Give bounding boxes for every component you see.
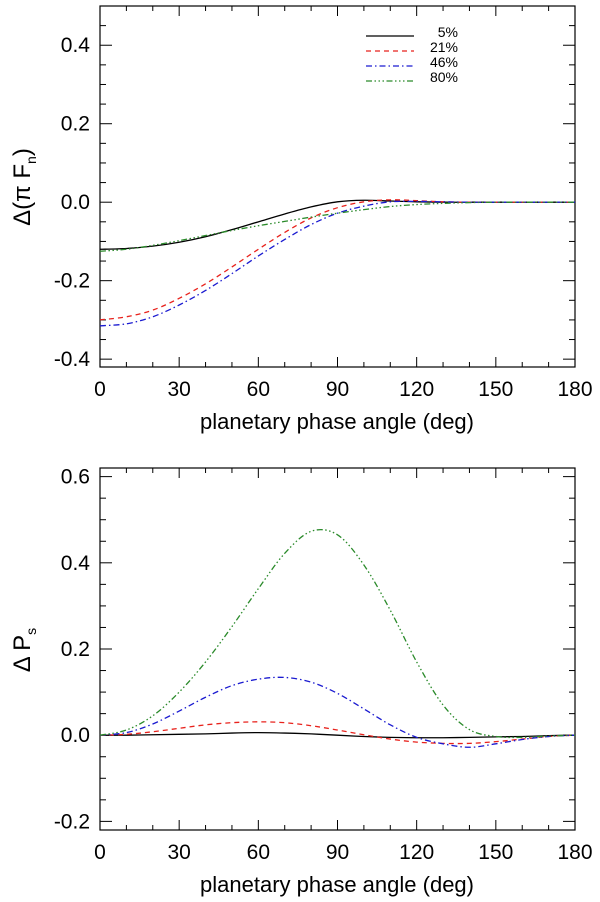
bottom-ytick-label: 0.2 (61, 638, 90, 661)
top-xtick-label: 150 (478, 378, 513, 401)
bottom-series-80pct (99, 528, 576, 739)
bottom-ytick-label: 0.4 (61, 552, 91, 575)
bottom-ticks: 0 30 60 90 120 150 180 -0.2 0.0 0.2 0.4 0.6 (54, 466, 593, 864)
bottom-ylabel-main: Δ P (9, 635, 36, 672)
top-y-axis-title: Δ(π Fn) (9, 148, 39, 226)
top-ylabel-close: ) (9, 148, 36, 156)
top-xtick-label: 180 (557, 378, 592, 401)
bottom-x-axis-title: planetary phase angle (deg) (200, 872, 474, 897)
top-xtick-label: 90 (326, 378, 349, 401)
top-ytick-label: 0.2 (61, 113, 90, 136)
top-ytick-label: 0.0 (61, 191, 90, 214)
bottom-xtick-label: 120 (399, 841, 434, 864)
legend-label-5: 5% (438, 24, 458, 40)
top-plot-frame (99, 5, 576, 368)
legend-label-80: 80% (430, 69, 458, 85)
top-series-21pct (99, 199, 575, 321)
bottom-xtick-label: 90 (326, 841, 349, 864)
top-ytick-label: -0.2 (54, 270, 90, 293)
top-ylabel-main: Δ(π F (9, 164, 36, 226)
top-xtick-label: 0 (94, 378, 106, 401)
top-ytick-label: 0.4 (61, 34, 91, 57)
top-series-46pct (99, 200, 575, 327)
svg-text:Δ Ps: Δ Ps (9, 628, 39, 672)
bottom-xtick-label: 60 (247, 841, 270, 864)
bottom-plot-frame (99, 467, 576, 831)
bottom-xtick-label: 150 (478, 841, 513, 864)
bottom-ytick-label: 0.6 (61, 466, 90, 489)
top-ticks: 0 30 60 90 120 150 180 -0.4 -0.2 0.0 0.2 0.4 (54, 5, 593, 401)
bottom-series-46pct (99, 676, 576, 748)
bottom-xtick-label: 180 (557, 841, 592, 864)
bottom-y-axis-title: Δ Ps (9, 628, 39, 672)
bottom-xtick-label: 30 (167, 841, 190, 864)
svg-text:Δ(π Fn): Δ(π Fn) (9, 148, 39, 226)
top-panel: 0 30 60 90 120 150 180 -0.4 -0.2 0.0 0.2 0.4 planet… (9, 5, 593, 434)
bottom-series-21pct (99, 721, 576, 745)
bottom-series-5pct (99, 731, 576, 739)
bottom-xtick-label: 0 (94, 841, 106, 864)
top-x-axis-title: planetary phase angle (deg) (200, 409, 474, 434)
top-ytick-label: -0.4 (54, 348, 91, 371)
top-series-lines (99, 199, 575, 327)
top-xtick-label: 120 (399, 378, 434, 401)
legend-label-21: 21% (430, 39, 458, 55)
bottom-ylabel-sub: s (23, 628, 39, 635)
bottom-ytick-label: 0.0 (61, 724, 90, 747)
bottom-series-lines (99, 528, 576, 748)
legend: 5% 21% 46% 80% (366, 24, 458, 85)
top-xtick-label: 60 (247, 378, 270, 401)
top-xtick-label: 30 (167, 378, 190, 401)
bottom-ytick-label: -0.2 (54, 810, 90, 833)
bottom-panel: 0 30 60 90 120 150 180 -0.2 0.0 0.2 0.4 0.6 planeta… (9, 466, 593, 897)
legend-label-46: 46% (430, 54, 458, 70)
top-ylabel-sub: n (23, 156, 39, 164)
